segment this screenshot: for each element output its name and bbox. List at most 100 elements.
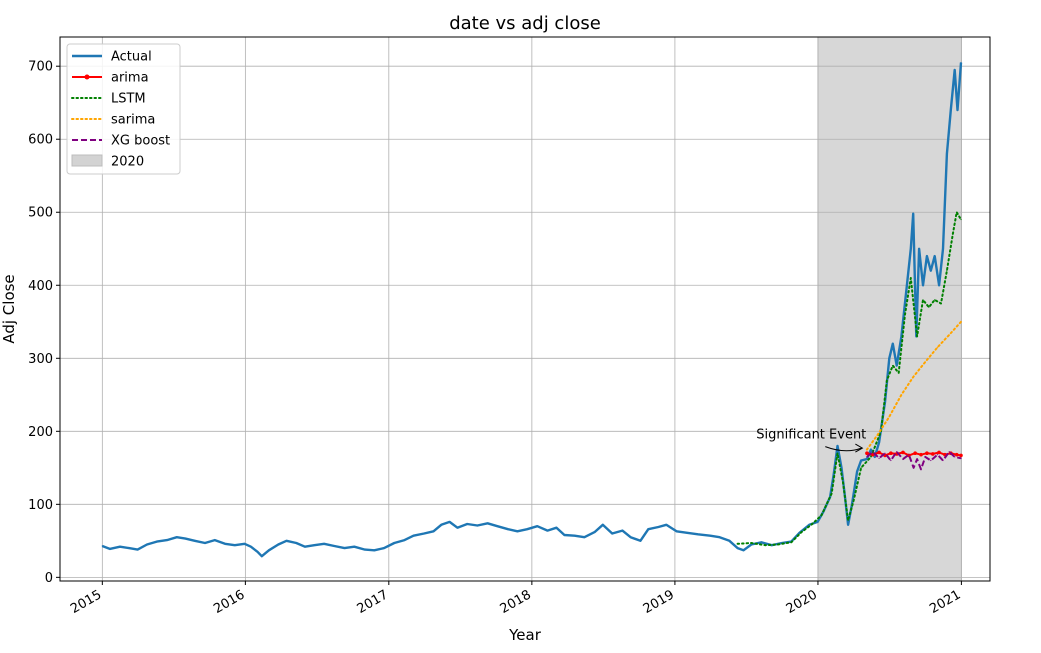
data-point-sarima [924,361,926,363]
data-point-arima [925,451,929,456]
data-point-actual [860,459,862,462]
data-point-sarima [948,334,950,336]
data-point-actual [856,470,858,473]
data-point-actual [432,530,435,532]
data-point-actual [243,543,246,545]
data-point-actual [657,526,660,528]
data-point-actual [563,534,565,536]
data-point-xg-boost [884,452,886,454]
data-point-actual [918,248,920,250]
y-tick-label: 100 [28,498,53,513]
data-point-xg-boost [902,458,904,460]
data-point-lstm [853,500,855,502]
data-point-actual [456,527,458,529]
data-point-arima [901,450,905,455]
data-point-lstm [922,299,924,301]
data-point-actual [760,541,763,543]
data-point-actual [250,546,252,548]
data-point-actual [583,536,585,538]
series-line-lstm [736,211,962,547]
data-point-actual [960,61,962,64]
data-point-actual [304,546,306,548]
data-point-actual [295,542,297,544]
data-point-actual [870,448,872,451]
data-point-xg-boost [942,459,944,462]
x-tick-label: 2017 [355,587,391,617]
data-point-actual [938,284,940,286]
data-point-xg-boost [866,456,868,458]
data-point-actual [448,521,451,523]
data-point-actual [573,535,576,537]
data-point-actual [496,525,498,527]
data-point-lstm [952,233,954,235]
x-tick-label: 2018 [498,587,534,617]
data-point-actual [750,543,752,546]
data-point-actual [665,524,667,526]
legend-entry-label: XG boost [111,134,170,149]
data-point-actual [343,547,346,549]
data-point-xg-boost [908,454,910,456]
data-point-lstm [776,543,779,546]
data-point-xg-boost [896,451,898,453]
y-tick-label: 400 [28,279,53,294]
data-point-lstm [928,306,930,308]
data-point-lstm [836,452,839,454]
data-point-actual [256,551,259,553]
legend-entry-label: sarima [111,113,155,128]
data-point-actual [476,524,478,527]
data-point-actual [353,546,355,548]
data-point-sarima [888,416,890,418]
data-point-actual [166,539,168,541]
data-point-actual [285,540,288,542]
data-point-actual [954,69,956,71]
data-point-actual [930,270,932,272]
legend-marker-arima [84,74,90,80]
data-point-actual [333,545,335,547]
data-point-actual [737,547,739,549]
annotation-text: Significant Event [756,428,866,443]
data-point-xg-boost [936,454,939,456]
data-point-xg-boost [878,457,880,459]
data-point-actual [836,445,839,447]
data-point-xg-boost [954,456,956,458]
data-point-actual [956,109,959,111]
data-point-actual [101,545,103,547]
data-point-sarima [900,394,903,396]
data-point-actual [393,542,395,544]
data-point-actual [156,540,158,543]
data-point-actual [892,343,894,345]
data-point-lstm [831,492,833,494]
data-point-lstm [898,372,900,374]
data-point-arima [959,453,963,458]
data-point-lstm [800,531,803,533]
data-point-actual [647,528,649,530]
data-point-actual [808,524,810,526]
data-point-actual [403,539,406,541]
data-point-lstm [934,299,936,301]
x-tick-label: 2019 [641,587,677,617]
legend-entry-label: 2020 [111,155,144,170]
data-point-lstm [737,543,739,545]
data-point-xg-boost [916,458,918,460]
y-tick-label: 200 [28,425,53,440]
data-point-actual [412,535,415,537]
legend-entry-label: Actual [111,50,152,65]
data-point-actual [910,248,912,250]
data-point-actual [440,524,442,526]
data-point-actual [323,543,325,545]
data-point-sarima [936,346,939,348]
data-point-actual [639,540,642,542]
data-point-actual [950,109,952,111]
data-point-arima [930,452,935,456]
data-point-actual [697,533,699,535]
data-point-lstm [860,467,862,469]
data-point-lstm [870,456,872,458]
data-point-actual [709,535,711,537]
data-point-actual [109,548,111,550]
data-point-actual [621,530,623,532]
data-point-lstm [940,302,942,305]
data-point-actual [516,530,518,532]
data-point-arima [954,452,959,457]
data-point-actual [526,528,528,530]
data-point-actual [507,528,509,530]
